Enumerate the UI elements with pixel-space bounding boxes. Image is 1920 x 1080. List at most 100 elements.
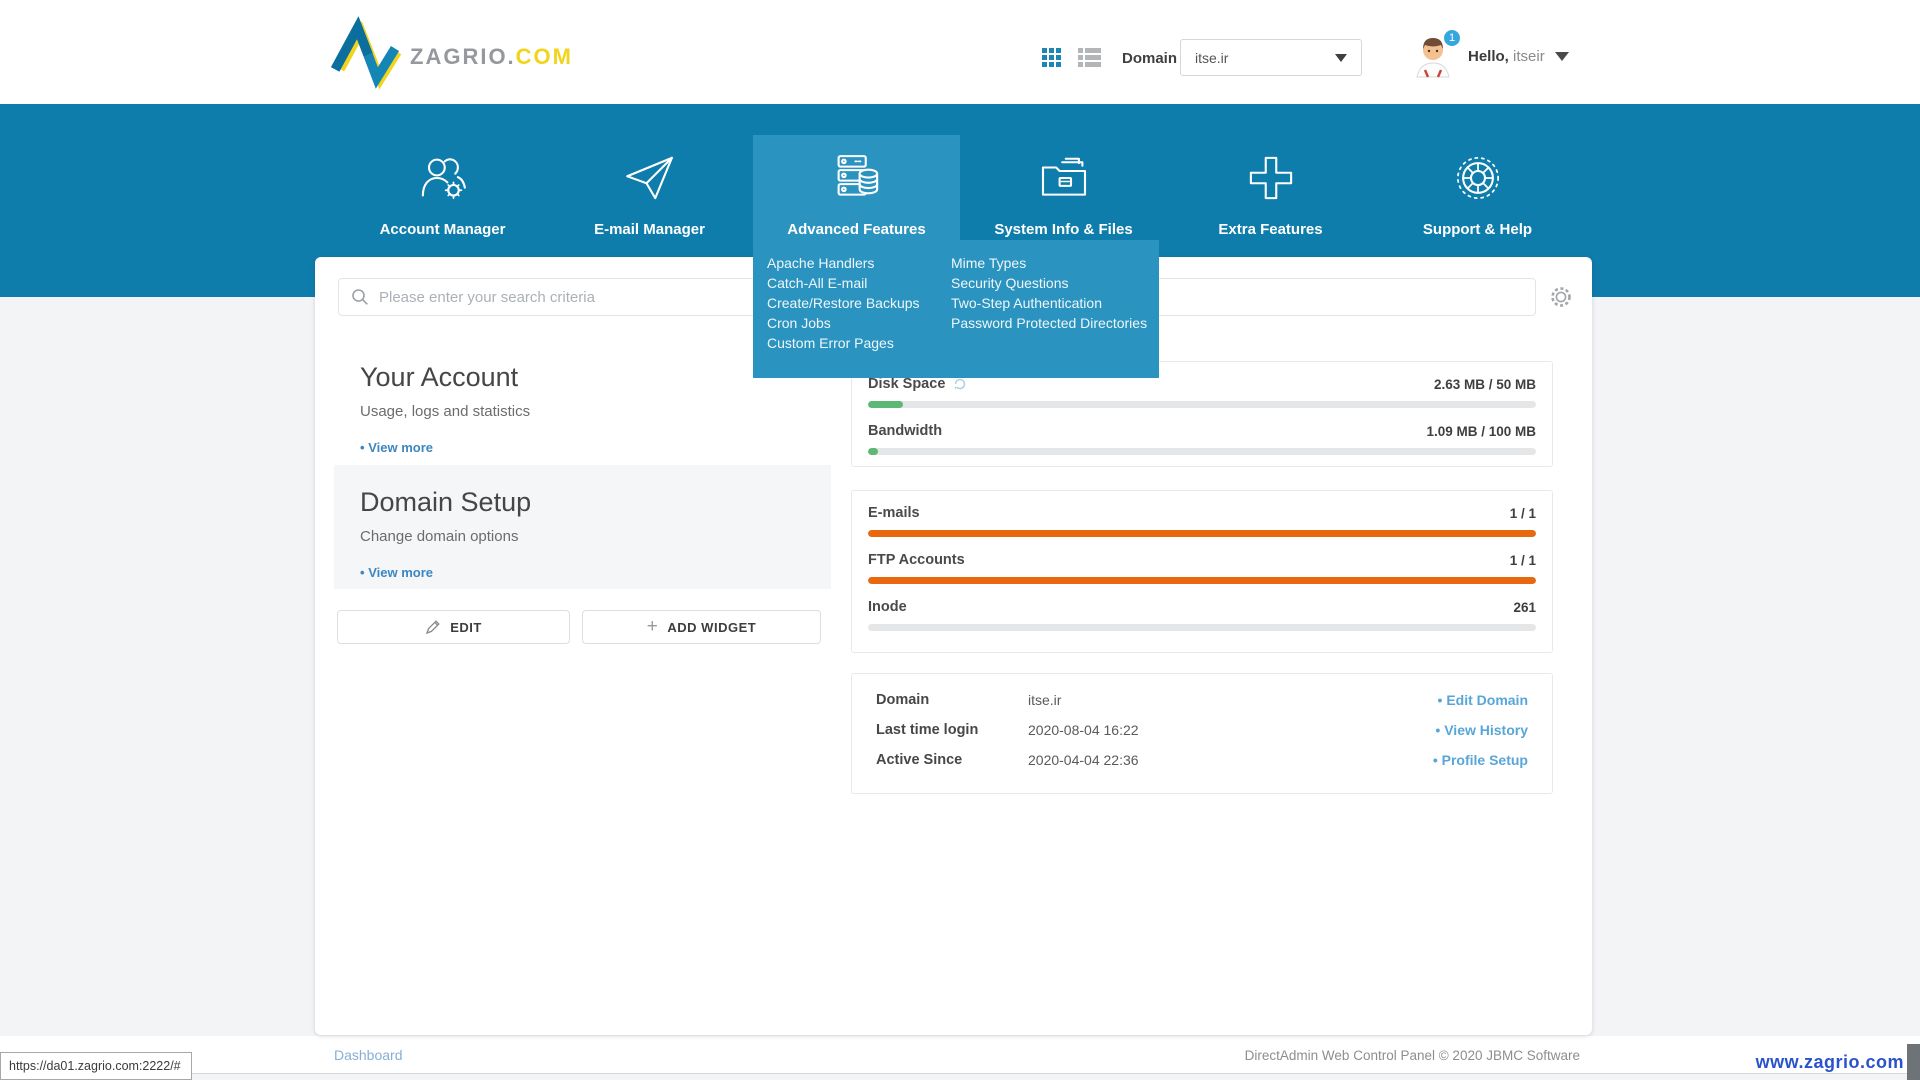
stat-value: 1.09 MB / 100 MB: [1426, 423, 1536, 439]
widget-subtitle: Usage, logs and statistics: [360, 403, 531, 420]
progress-track: [868, 448, 1536, 455]
view-history-link[interactable]: • View History: [1435, 722, 1528, 738]
table-row: Domain itse.ir • Edit Domain: [876, 692, 1528, 708]
zagrio-logo-icon: [331, 16, 402, 90]
user-greeting: Hello, itseir: [1468, 47, 1545, 65]
nav-item-label: Extra Features: [1218, 221, 1323, 238]
nav-item-extra-features[interactable]: Extra Features: [1167, 135, 1374, 297]
menu-item-cron-jobs[interactable]: Cron Jobs: [767, 315, 831, 331]
bandwidth-row: Bandwidth 1.09 MB / 100 MB: [868, 423, 1536, 455]
info-value: itse.ir: [1028, 692, 1062, 708]
nav-item-label: System Info & Files: [994, 221, 1133, 238]
add-widget-button-label: ADD WIDGET: [667, 619, 757, 635]
brand-text: ZAGRIO.COM: [410, 44, 573, 69]
menu-item-security-questions[interactable]: Security Questions: [951, 275, 1069, 291]
nav-item-system-info-files[interactable]: System Info & Files: [960, 135, 1167, 297]
stat-label: Inode: [868, 599, 907, 615]
widget-title: Your Account: [360, 362, 519, 392]
widget-your-account[interactable]: Your Account Usage, logs and statistics …: [334, 340, 831, 465]
emails-row: E-mails 1 / 1: [868, 505, 1536, 537]
menu-item-catch-all-email[interactable]: Catch-All E-mail: [767, 275, 868, 291]
plus-icon: +: [646, 616, 659, 637]
info-label: Domain: [876, 692, 930, 708]
progress-fill: [868, 530, 1536, 537]
disk-space-row: Disk Space 2.63 MB / 50 MB: [868, 376, 1536, 408]
search-icon: [352, 289, 368, 305]
ftp-accounts-row: FTP Accounts 1 / 1: [868, 552, 1536, 584]
account-info-card: Domain itse.ir • Edit Domain Last time l…: [851, 673, 1553, 794]
menu-item-apache-handlers[interactable]: Apache Handlers: [767, 255, 875, 271]
header: ZAGRIO.COM Domain itse.ir: [0, 0, 1920, 104]
progress-fill: [868, 577, 1536, 584]
nav-item-account-manager[interactable]: Account Manager: [339, 135, 546, 297]
support-help-icon: [1450, 150, 1506, 206]
nav-item-email-manager[interactable]: E-mail Manager: [546, 135, 753, 297]
settings-gear-icon[interactable]: [1548, 284, 1574, 310]
stat-value: 2.63 MB / 50 MB: [1433, 376, 1536, 392]
view-more-link[interactable]: • View more: [360, 565, 433, 580]
edit-button-label: EDIT: [450, 619, 482, 635]
menu-item-two-step-authentication[interactable]: Two-Step Authentication: [951, 295, 1102, 311]
brand-logo[interactable]: ZAGRIO.COM: [330, 12, 573, 92]
progress-track: [868, 577, 1536, 584]
progress-track: [868, 530, 1536, 537]
nav-item-label: Support & Help: [1422, 221, 1533, 238]
main-content-card: Your Account Usage, logs and statistics …: [315, 257, 1592, 1035]
edit-domain-link[interactable]: • Edit Domain: [1437, 692, 1528, 708]
info-label: Active Since: [876, 752, 963, 768]
account-manager-icon: [415, 150, 471, 206]
nav-item-label: Account Manager: [379, 221, 506, 238]
widget-title: Domain Setup: [360, 487, 532, 517]
grid-view-icon[interactable]: [1042, 46, 1068, 68]
info-label: Last time login: [876, 722, 979, 738]
copyright-text: DirectAdmin Web Control Panel © 2020 JBM…: [1244, 1048, 1580, 1063]
info-value: 2020-04-04 22:36: [1028, 752, 1139, 768]
extra-features-icon: [1243, 150, 1299, 206]
domain-selected-value: itse.ir: [1195, 49, 1229, 66]
pencil-icon: [426, 620, 440, 635]
stat-value: 1 / 1: [1509, 552, 1536, 568]
domain-label: Domain: [1122, 50, 1178, 67]
widget-domain-setup[interactable]: Domain Setup Change domain options • Vie…: [334, 465, 831, 589]
advanced-features-dropdown: Apache Handlers Catch-All E-mail Create/…: [753, 240, 1159, 378]
inode-row: Inode 261: [868, 599, 1536, 631]
nav-item-support-help[interactable]: Support & Help: [1374, 135, 1581, 297]
profile-setup-link[interactable]: • Profile Setup: [1432, 752, 1528, 768]
menu-item-password-protected-directories[interactable]: Password Protected Directories: [951, 315, 1148, 331]
edit-button[interactable]: EDIT: [337, 610, 570, 644]
browser-status-url: https://da01.zagrio.com:2222/#: [0, 1052, 192, 1080]
notification-badge[interactable]: 1: [1442, 28, 1462, 48]
progress-track: [868, 401, 1536, 408]
nav-item-label: E-mail Manager: [594, 221, 705, 238]
widget-subtitle: Change domain options: [360, 528, 519, 545]
progress-fill: [868, 401, 904, 408]
avatar: [1416, 38, 1450, 78]
watermark-edge-strip: [1907, 1044, 1920, 1080]
email-manager-icon: [622, 150, 678, 206]
dashboard-link[interactable]: Dashboard: [334, 1047, 403, 1063]
menu-item-custom-error-pages[interactable]: Custom Error Pages: [767, 335, 894, 351]
limits-card: E-mails 1 / 1 FTP Accounts 1 / 1 Inode 2…: [851, 490, 1553, 653]
user-menu[interactable]: 1 Hello, itseir: [1412, 28, 1569, 78]
info-value: 2020-08-04 16:22: [1028, 722, 1139, 738]
refresh-icon[interactable]: [953, 377, 967, 391]
add-widget-button[interactable]: + ADD WIDGET: [582, 610, 821, 644]
table-row: Last time login 2020-08-04 16:22 • View …: [876, 722, 1528, 738]
stat-label: Disk Space: [868, 376, 946, 392]
stat-value: 261: [1513, 599, 1536, 615]
list-view-icon[interactable]: [1078, 46, 1104, 68]
domain-selector[interactable]: itse.ir: [1180, 39, 1362, 76]
view-more-link[interactable]: • View more: [360, 440, 433, 455]
stat-label: FTP Accounts: [868, 552, 965, 568]
stat-value: 1 / 1: [1509, 505, 1536, 521]
stat-label: E-mails: [868, 505, 920, 521]
nav-item-label: Advanced Features: [787, 221, 926, 238]
menu-item-create-restore-backups[interactable]: Create/Restore Backups: [767, 295, 920, 311]
system-info-files-icon: [1036, 150, 1092, 206]
menu-item-mime-types[interactable]: Mime Types: [951, 255, 1027, 271]
footer: Dashboard DirectAdmin Web Control Panel …: [0, 1036, 1920, 1074]
usage-card: Disk Space 2.63 MB / 50 MB Bandwidth 1.0…: [851, 361, 1553, 467]
progress-track: [868, 624, 1536, 631]
chevron-down-icon: [1554, 51, 1569, 61]
chevron-down-icon: [1335, 53, 1347, 62]
